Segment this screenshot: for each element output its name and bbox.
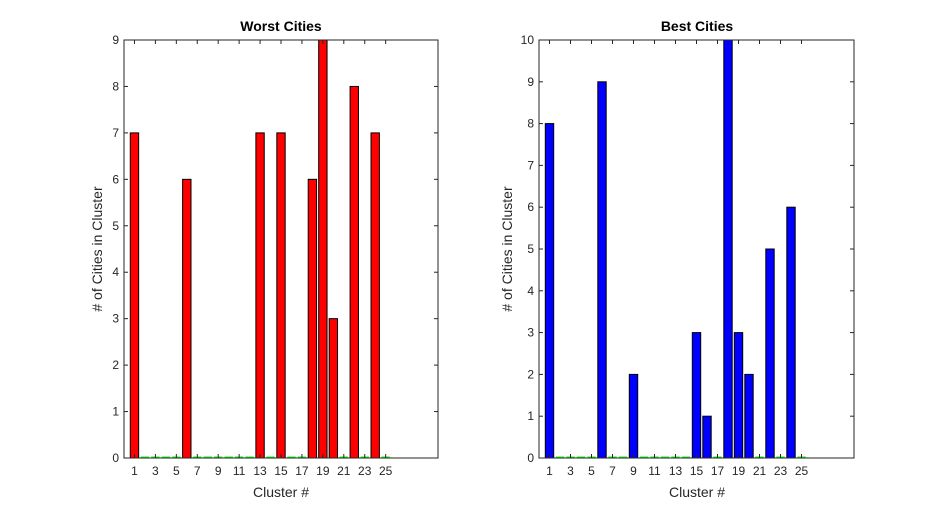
x-tick-label: 3 [152, 464, 159, 478]
bar [765, 248, 775, 459]
y-tick-label: 8 [112, 79, 119, 93]
bar [723, 39, 733, 459]
x-tick-label: 25 [379, 464, 393, 478]
x-tick-label: 3 [567, 464, 574, 478]
x-tick-label: 17 [711, 464, 725, 478]
y-tick-label: 1 [112, 405, 119, 419]
y-tick-label: 5 [112, 219, 119, 233]
x-tick-label: 11 [648, 464, 661, 478]
best-cities-chart: Best Cities Cluster # # of Cities in Clu… [499, 18, 855, 500]
x-tick-label: 13 [669, 464, 683, 478]
x-tick-label: 15 [690, 464, 704, 478]
y-axis-label: # of Cities in Cluster [89, 186, 105, 312]
y-tick-label: 7 [112, 126, 119, 140]
chart-title: Worst Cities [240, 18, 322, 34]
y-tick-label: 7 [527, 158, 534, 172]
x-tick-label: 9 [215, 464, 222, 478]
bar [691, 332, 702, 459]
y-tick-label: 8 [527, 117, 534, 131]
x-tick-label: 19 [316, 464, 330, 478]
x-axis-label: Cluster # [253, 484, 309, 500]
y-tick-label: 4 [527, 284, 534, 298]
x-tick-label: 17 [295, 464, 309, 478]
x-tick-label: 1 [131, 464, 138, 478]
y-tick-label: 0 [112, 451, 119, 465]
y-tick-label: 2 [112, 358, 119, 372]
y-tick-label: 2 [527, 367, 534, 381]
y-axis-label: # of Cities in Cluster [499, 186, 515, 312]
bar [544, 123, 555, 459]
x-tick-label: 13 [253, 464, 267, 478]
y-tick-label: 5 [527, 242, 534, 256]
x-tick-label: 7 [609, 464, 616, 478]
y-tick-label: 3 [112, 312, 119, 326]
x-tick-label: 7 [194, 464, 201, 478]
x-tick-label: 1 [546, 464, 553, 478]
y-tick-label: 4 [112, 265, 119, 279]
bar [276, 132, 286, 459]
y-tick-label: 0 [527, 451, 534, 465]
bar [182, 178, 192, 459]
y-tick-label: 1 [527, 409, 534, 423]
x-tick-label: 21 [753, 464, 767, 478]
bar [129, 132, 140, 459]
bar [255, 132, 265, 459]
x-tick-label: 23 [774, 464, 788, 478]
bar [328, 318, 339, 459]
x-tick-label: 11 [233, 464, 246, 478]
bar [307, 178, 318, 459]
bar [702, 415, 712, 459]
x-tick-label: 5 [173, 464, 180, 478]
x-tick-label: 21 [337, 464, 351, 478]
x-tick-label: 5 [588, 464, 595, 478]
bar [744, 373, 754, 459]
x-tick-label: 23 [358, 464, 372, 478]
bar [628, 373, 639, 459]
x-axis-label: Cluster # [669, 484, 725, 500]
y-tick-label: 6 [112, 172, 119, 186]
y-tick-label: 6 [527, 200, 534, 214]
x-tick-label: 25 [795, 464, 809, 478]
bar [318, 39, 328, 459]
bar [733, 332, 744, 459]
x-tick-label: 15 [274, 464, 288, 478]
bar [370, 132, 380, 459]
bar [349, 85, 359, 459]
x-tick-label: 9 [630, 464, 637, 478]
y-tick-label: 10 [521, 33, 535, 47]
chart-title: Best Cities [661, 18, 734, 34]
bar [597, 81, 607, 459]
y-tick-label: 9 [112, 33, 119, 47]
x-tick-label: 19 [732, 464, 746, 478]
worst-cities-chart: Worst Cities Cluster # # of Cities in Cl… [89, 18, 439, 500]
y-tick-label: 3 [527, 326, 534, 340]
y-tick-label: 9 [527, 75, 534, 89]
bar [786, 206, 796, 459]
